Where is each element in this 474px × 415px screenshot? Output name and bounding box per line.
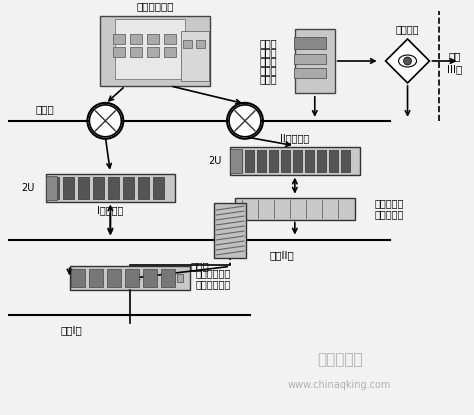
Text: 调度控制中心: 调度控制中心 <box>137 1 174 11</box>
Bar <box>214 203 246 258</box>
Bar <box>177 274 183 282</box>
Bar <box>183 40 192 48</box>
Text: 安全I区: 安全I区 <box>61 325 82 335</box>
Circle shape <box>403 57 411 65</box>
Text: 监测与: 监测与 <box>260 56 278 66</box>
Bar <box>108 177 119 199</box>
Bar <box>294 37 326 49</box>
Bar <box>123 177 134 199</box>
Bar <box>293 150 302 172</box>
Bar <box>235 198 355 220</box>
Bar <box>93 177 104 199</box>
Bar <box>130 47 142 57</box>
Text: www.chinaqking.com: www.chinaqking.com <box>288 380 392 390</box>
Text: 调度端: 调度端 <box>36 104 55 114</box>
Text: 中国期刊网: 中国期刊网 <box>317 353 363 368</box>
Bar <box>90 269 103 287</box>
Bar <box>269 150 278 172</box>
Bar <box>115 19 185 79</box>
Text: 隔离装置: 隔离装置 <box>396 24 419 34</box>
Circle shape <box>90 105 121 137</box>
Bar <box>46 173 175 202</box>
Bar <box>143 269 157 287</box>
Bar <box>294 54 326 64</box>
Bar <box>125 269 139 287</box>
Bar <box>196 40 205 48</box>
Text: 录分析装置: 录分析装置 <box>374 210 404 220</box>
Bar <box>305 150 314 172</box>
Text: 防火墙: 防火墙 <box>191 261 210 271</box>
Bar <box>71 266 190 290</box>
Text: I区交换机: I区交换机 <box>97 205 124 215</box>
Bar <box>230 149 242 173</box>
Text: 断系统: 断系统 <box>260 74 278 84</box>
Text: 2U: 2U <box>21 183 34 193</box>
Ellipse shape <box>399 55 417 67</box>
Text: 安全II区: 安全II区 <box>270 250 295 261</box>
Bar <box>48 177 59 199</box>
Bar <box>230 147 360 175</box>
Bar <box>153 177 164 199</box>
Text: 安全: 安全 <box>448 51 461 61</box>
Bar <box>72 269 85 287</box>
Text: 监测诊断装置: 监测诊断装置 <box>195 279 230 289</box>
Bar <box>164 34 176 44</box>
Bar <box>113 34 125 44</box>
Polygon shape <box>385 39 429 83</box>
Bar <box>130 34 142 44</box>
Bar <box>113 47 125 57</box>
Text: II区交换机: II区交换机 <box>280 133 310 143</box>
Bar <box>329 150 338 172</box>
Text: 故障诊: 故障诊 <box>260 65 278 75</box>
Bar <box>100 16 210 86</box>
Bar <box>161 269 175 287</box>
Circle shape <box>229 105 261 137</box>
Bar <box>147 47 159 57</box>
Bar <box>317 150 326 172</box>
Text: 2U: 2U <box>209 156 222 166</box>
Bar <box>341 150 350 172</box>
Bar <box>147 34 159 44</box>
Text: 保护设备在线: 保护设备在线 <box>195 269 230 278</box>
Text: 网络报文记: 网络报文记 <box>374 199 404 209</box>
Bar <box>107 269 121 287</box>
Bar <box>138 177 149 199</box>
Bar <box>294 68 326 78</box>
Bar <box>234 150 243 172</box>
Text: 护在线: 护在线 <box>260 47 278 57</box>
Text: 继电保: 继电保 <box>260 38 278 48</box>
Bar <box>78 177 89 199</box>
Bar <box>257 150 266 172</box>
Bar <box>181 31 209 81</box>
Bar <box>46 176 57 200</box>
Bar <box>282 150 291 172</box>
Bar <box>63 177 74 199</box>
Text: III区: III区 <box>447 64 462 74</box>
Bar <box>164 47 176 57</box>
Bar <box>246 150 255 172</box>
Bar <box>295 29 335 93</box>
